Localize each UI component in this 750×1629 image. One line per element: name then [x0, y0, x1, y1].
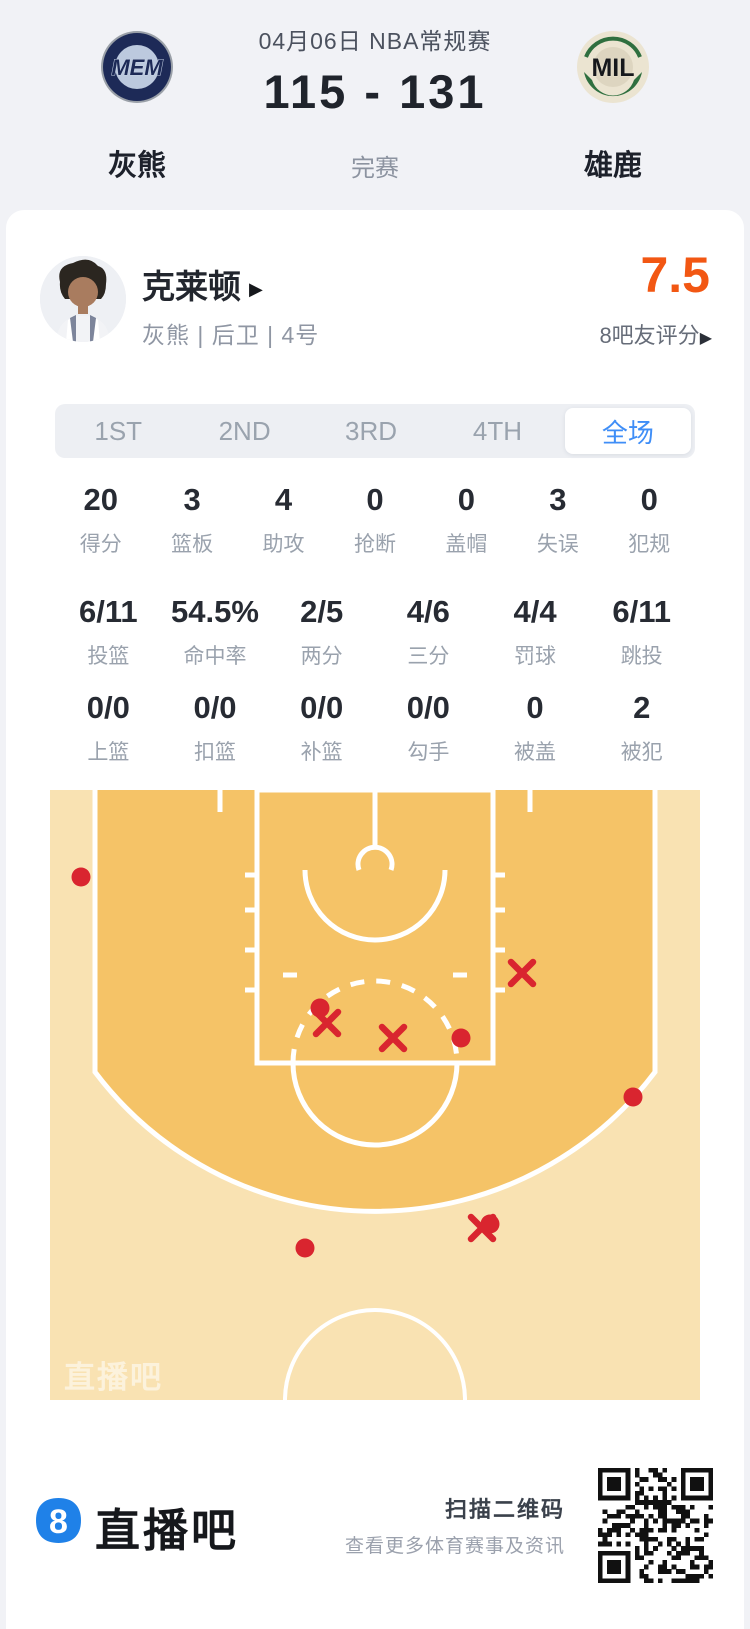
missed-shot-marker [378, 1023, 408, 1053]
player-name-arrow-icon: ▶ [249, 279, 263, 299]
qr-code [598, 1468, 714, 1584]
home-team-name: 灰熊 [107, 150, 166, 182]
player-avatar[interactable] [40, 256, 126, 342]
player-rating: 7.5 [640, 247, 710, 303]
match-date-league: 04月06日 NBA常规赛 [258, 28, 492, 54]
tab-2nd[interactable]: 2ND [218, 415, 271, 446]
stat-blocks: 0 盖帽 [445, 482, 488, 556]
stat-3pt: 4/6 三分 [406, 594, 450, 668]
stat-assists: 4 助攻 [262, 482, 305, 556]
brand-name[interactable]: 直播吧 [95, 1505, 240, 1556]
home-team-logo[interactable]: MEM [100, 30, 174, 104]
stat-putback: 0/0 补篮 [300, 690, 344, 764]
stat-fouls: 0 犯规 [628, 482, 671, 556]
stats-row-shot-types: 0/0 上篮 0/0 扣篮 0/0 补篮 0/0 勾手 0 被盖 2 被犯 [55, 690, 695, 766]
court-svg: 直播吧 [50, 787, 700, 1401]
player-team-position: 灰熊 | 后卫 | 4号 [142, 322, 320, 348]
stat-rebounds: 3 篮板 [171, 482, 214, 556]
home-team-abbr: MEM [111, 55, 163, 80]
stat-got-blocked: 0 被盖 [514, 690, 557, 764]
stat-fg-pct: 54.5% 命中率 [171, 594, 259, 668]
qr-scan-title: 扫描二维码 [444, 1497, 565, 1522]
qr-scan-subtitle: 查看更多体育赛事及资讯 [345, 1536, 566, 1557]
stat-jumpshot: 6/11 跳投 [612, 594, 671, 668]
made-shot-marker [623, 1087, 643, 1107]
stats-row-basic: 20 得分 3 篮板 4 助攻 0 抢断 0 盖帽 3 失误 0 犯规 [55, 482, 695, 558]
stat-ft: 4/4 罚球 [513, 594, 557, 668]
stat-steals: 0 抢断 [353, 482, 396, 556]
shot-chart: 直播吧 [50, 787, 700, 1401]
stat-layup: 0/0 上篮 [86, 690, 130, 764]
rating-arrow-icon: ▶ [699, 330, 712, 347]
missed-shot-marker [312, 1008, 342, 1038]
made-shot-marker [71, 867, 91, 887]
shot-markers [71, 867, 643, 1258]
tab-1st[interactable]: 1ST [94, 415, 143, 446]
stat-turnovers: 3 失误 [536, 482, 579, 556]
match-status: 完赛 [351, 155, 399, 182]
svg-text:8: 8 [49, 1503, 68, 1541]
court-watermark: 直播吧 [64, 1360, 163, 1395]
player-name[interactable]: 克莱顿 ▶ [142, 260, 263, 308]
player-name-text: 克莱顿 [142, 268, 241, 305]
made-shot-marker [295, 1238, 315, 1258]
missed-shot-marker [507, 958, 537, 988]
away-team-name: 雄鹿 [583, 150, 642, 182]
tab-full-game[interactable]: 全场 [564, 408, 692, 454]
stat-fouled: 2 被犯 [620, 690, 663, 764]
missed-shot-marker [467, 1213, 497, 1243]
player-rating-caption[interactable]: 8吧友评分▶ [452, 318, 712, 350]
quarter-tabs: 1ST 2ND 3RD 4TH 全场 [55, 404, 695, 458]
away-team-logo[interactable]: MIL [576, 30, 650, 104]
stats-row-shooting: 6/11 投篮 54.5% 命中率 2/5 两分 4/6 三分 4/4 罚球 6/11 跳投 [55, 594, 695, 670]
tab-3rd[interactable]: 3RD [345, 415, 398, 446]
made-shot-marker [451, 1028, 471, 1048]
stat-points: 20 得分 [79, 482, 122, 556]
stat-dunk: 0/0 扣篮 [193, 690, 237, 764]
stat-2pt: 2/5 两分 [300, 594, 344, 668]
away-team-abbr: MIL [591, 54, 634, 82]
match-score: 115 - 131 [263, 65, 487, 118]
tab-4th[interactable]: 4TH [472, 415, 522, 446]
rating-caption-text: 8吧友评分 [599, 323, 700, 348]
brand-logo-icon[interactable]: 8 [35, 1497, 82, 1544]
stat-hook: 0/0 勾手 [406, 690, 450, 764]
stat-fg: 6/11 投篮 [79, 594, 138, 668]
